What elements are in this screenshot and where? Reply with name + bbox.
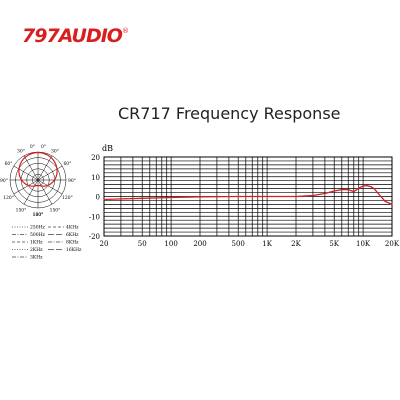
- polar-angle-label: 60°: [63, 161, 71, 167]
- polar-angle-label: 120°: [62, 195, 73, 201]
- polar-angle-label: 60°: [5, 161, 13, 167]
- x-tick-label: 20: [100, 240, 109, 248]
- data-point: [353, 190, 355, 193]
- x-tick-label: 200: [193, 240, 206, 248]
- x-tick-label: 100: [164, 240, 177, 248]
- polar-angle-label: 150°: [16, 207, 27, 213]
- x-tick-label: 5K: [329, 240, 339, 248]
- polar-angle-label: 180°: [33, 212, 44, 218]
- legend-label: 2KHz: [30, 247, 43, 253]
- x-tick-label: 20K: [385, 240, 400, 248]
- y-tick-label: -10: [89, 213, 100, 221]
- data-point: [295, 195, 297, 198]
- polar-angle-label: 30°: [51, 149, 59, 155]
- polar-pattern-curve: [18, 152, 58, 187]
- legend-label: 4KHz: [66, 225, 79, 231]
- data-point: [358, 187, 360, 189]
- data-point: [237, 195, 239, 198]
- y-tick-label: 10: [91, 174, 100, 182]
- polar-angle-label: 150°: [50, 207, 61, 213]
- data-point: [170, 196, 172, 199]
- legend-label: 3KHz: [30, 255, 43, 261]
- page-title: CR717 Frequency Response: [118, 104, 341, 123]
- polar-angle-label: 0°: [30, 144, 35, 150]
- polar-angle-label: 0°: [41, 144, 46, 150]
- x-tick-label: 50: [138, 240, 147, 248]
- data-point: [379, 194, 381, 197]
- polar-angle-label: 30°: [17, 149, 25, 155]
- data-point: [384, 200, 386, 203]
- polar-legend: 250Hz 4KHz 500Hz 6KHz 1KHz 8KHz 2KHz 16KHz 3KHz: [12, 225, 82, 261]
- y-tick-label: 20: [91, 154, 100, 162]
- polar-spoke: [23, 155, 53, 205]
- polar-angle-label: 90°: [0, 178, 8, 184]
- data-point: [120, 198, 122, 200]
- legend-label: 500Hz: [30, 232, 46, 238]
- polar-pattern-diagram: 0°0°30°30°60°60°90°90°120°120°150°150°18…: [0, 144, 76, 218]
- data-point: [199, 196, 201, 198]
- polar-angle-label: 120°: [3, 195, 14, 201]
- x-tick-label: 10K: [356, 240, 371, 248]
- legend-label: 6KHz: [66, 232, 79, 238]
- legend-label: 1KHz: [30, 240, 43, 246]
- data-point: [266, 195, 268, 198]
- registered-mark: ®: [122, 27, 129, 35]
- data-point: [370, 186, 372, 188]
- data-point: [312, 194, 314, 197]
- data-point: [373, 188, 375, 190]
- data-point: [362, 185, 364, 187]
- data-point: [347, 188, 349, 191]
- x-tick-label: 500: [232, 240, 245, 248]
- data-point: [103, 198, 105, 201]
- data-point: [341, 188, 343, 191]
- response-curve: [103, 184, 393, 205]
- x-tick-label: 2K: [291, 240, 301, 248]
- polar-angle-label: 180°: [33, 212, 44, 218]
- data-point: [366, 185, 368, 187]
- data-point: [141, 197, 143, 199]
- y-tick-label: -20: [89, 233, 100, 241]
- y-axis-label: dB: [102, 144, 113, 153]
- brand-logo: 797AUDIO ®: [22, 25, 129, 47]
- brand-logo-text: 797AUDIO: [22, 25, 123, 47]
- legend-label: 250Hz: [30, 225, 46, 231]
- legend-label: 16KHz: [66, 247, 82, 253]
- polar-angle-label: 90°: [68, 178, 76, 184]
- x-tick-label: 1K: [262, 240, 272, 248]
- data-point: [391, 203, 393, 205]
- data-point: [333, 190, 335, 192]
- legend-label: 8KHz: [66, 240, 79, 246]
- data-point: [324, 192, 326, 195]
- y-tick-label: 0: [96, 194, 100, 202]
